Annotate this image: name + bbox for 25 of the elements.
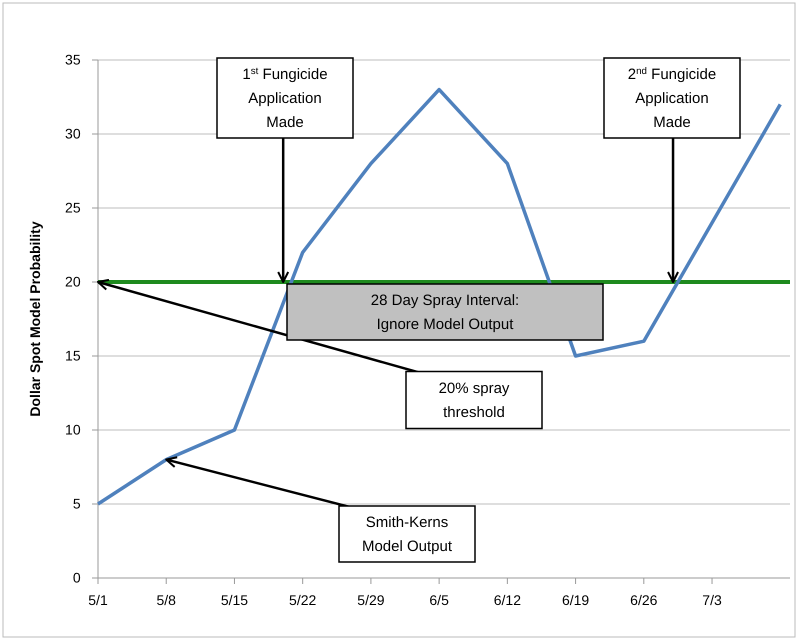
x-tick-label: 6/5 [429, 592, 450, 608]
x-tick-label: 5/1 [88, 592, 108, 608]
y-tick-label: 35 [65, 51, 81, 68]
y-tick-label: 20 [65, 273, 81, 290]
annotation: Smith-Kerns Model Output [362, 514, 453, 555]
y-axis-title: Dollar Spot Model Probability [27, 221, 43, 417]
x-tick-label: 6/12 [494, 592, 522, 608]
x-tick-label: 5/8 [156, 592, 176, 608]
y-tick-label: 5 [72, 495, 81, 512]
x-tick-label: 6/26 [630, 592, 658, 608]
x-tick-label: 6/19 [562, 592, 590, 608]
annotation: 2$^{nd}$ Fungicide Application Made [628, 66, 716, 131]
annotation: 28 Day Spray Interval: Ignore Model Output [370, 292, 520, 333]
y-tick-label: 30 [65, 125, 81, 142]
y-tick-label: 0 [72, 569, 81, 586]
annotation: 20% spray threshold [438, 380, 510, 421]
y-tick-label: 25 [65, 199, 81, 216]
y-tick-label: 15 [65, 347, 81, 364]
annotation: 1$^{st}$ Fungicide Application Made [242, 66, 328, 131]
x-tick-label: 5/22 [289, 592, 317, 608]
x-tick-label: 5/15 [220, 592, 248, 608]
x-tick-label: 5/29 [357, 592, 385, 608]
x-tick-label: 7/3 [702, 592, 722, 608]
y-tick-label: 10 [65, 421, 81, 438]
line-series [96, 88, 782, 506]
